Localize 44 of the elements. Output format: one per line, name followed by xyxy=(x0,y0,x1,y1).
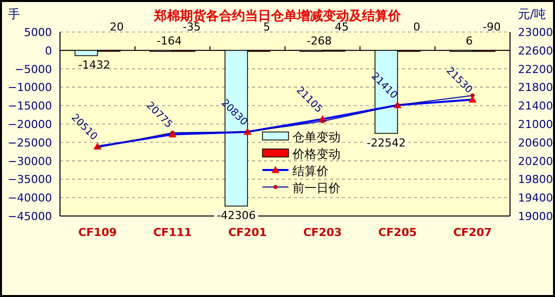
x-tick-label: CF109 xyxy=(78,226,117,239)
y-tick-label: −30000 xyxy=(8,154,52,168)
y2-tick-label: 22200 xyxy=(518,62,553,76)
y2-tick-label: 21000 xyxy=(518,118,553,131)
legend-label: 结算价 xyxy=(292,164,328,178)
y2-tick-label: 19000 xyxy=(518,210,553,223)
data-label: -1432 xyxy=(78,58,110,72)
x-tick-label: CF201 xyxy=(228,226,267,239)
y-axis-title: 手 xyxy=(8,7,20,21)
y-tick-label: −10000 xyxy=(8,81,52,94)
y-tick-label: −25000 xyxy=(8,136,52,150)
data-label: 6 xyxy=(466,34,473,48)
data-label: -268 xyxy=(306,34,332,48)
y2-tick-label: 22600 xyxy=(518,44,553,58)
data-label: -90 xyxy=(482,20,501,34)
x-tick-label: CF111 xyxy=(153,226,192,239)
y-tick-label: −35000 xyxy=(8,173,52,186)
y2-tick-label: 19400 xyxy=(518,192,553,205)
y2-tick-label: 19800 xyxy=(518,173,553,186)
y2-tick-label: 20200 xyxy=(518,154,553,168)
y-tick-label: −40000 xyxy=(8,192,52,205)
y2-tick-label: 20600 xyxy=(518,136,553,150)
y-tick-label: −5000 xyxy=(14,62,52,76)
data-label: -164 xyxy=(156,34,182,48)
y-tick-label: −15000 xyxy=(8,100,52,113)
y-tick-label: 5000 xyxy=(24,26,52,39)
data-label: -42306 xyxy=(216,209,256,222)
x-tick-label: CF207 xyxy=(453,226,492,239)
data-label: 5 xyxy=(263,20,270,34)
data-label: -22542 xyxy=(366,136,406,150)
y-tick-label: 0 xyxy=(45,44,52,58)
y2-tick-label: 23000 xyxy=(518,26,553,39)
x-tick-label: CF203 xyxy=(303,226,342,239)
legend-label: 价格变动 xyxy=(292,147,340,161)
y-tick-label: −20000 xyxy=(8,118,52,131)
data-label: 0 xyxy=(413,20,420,34)
y2-tick-label: 21800 xyxy=(518,81,553,94)
x-tick-label: CF205 xyxy=(378,226,417,239)
legend-label: 前一日价 xyxy=(292,181,340,195)
legend-label: 仓单变动 xyxy=(292,130,340,144)
y-tick-label: −45000 xyxy=(8,210,52,223)
data-label: 20 xyxy=(110,20,124,34)
y2-tick-label: 21400 xyxy=(518,100,553,113)
y2-axis-title: 元/吨 xyxy=(518,7,546,21)
